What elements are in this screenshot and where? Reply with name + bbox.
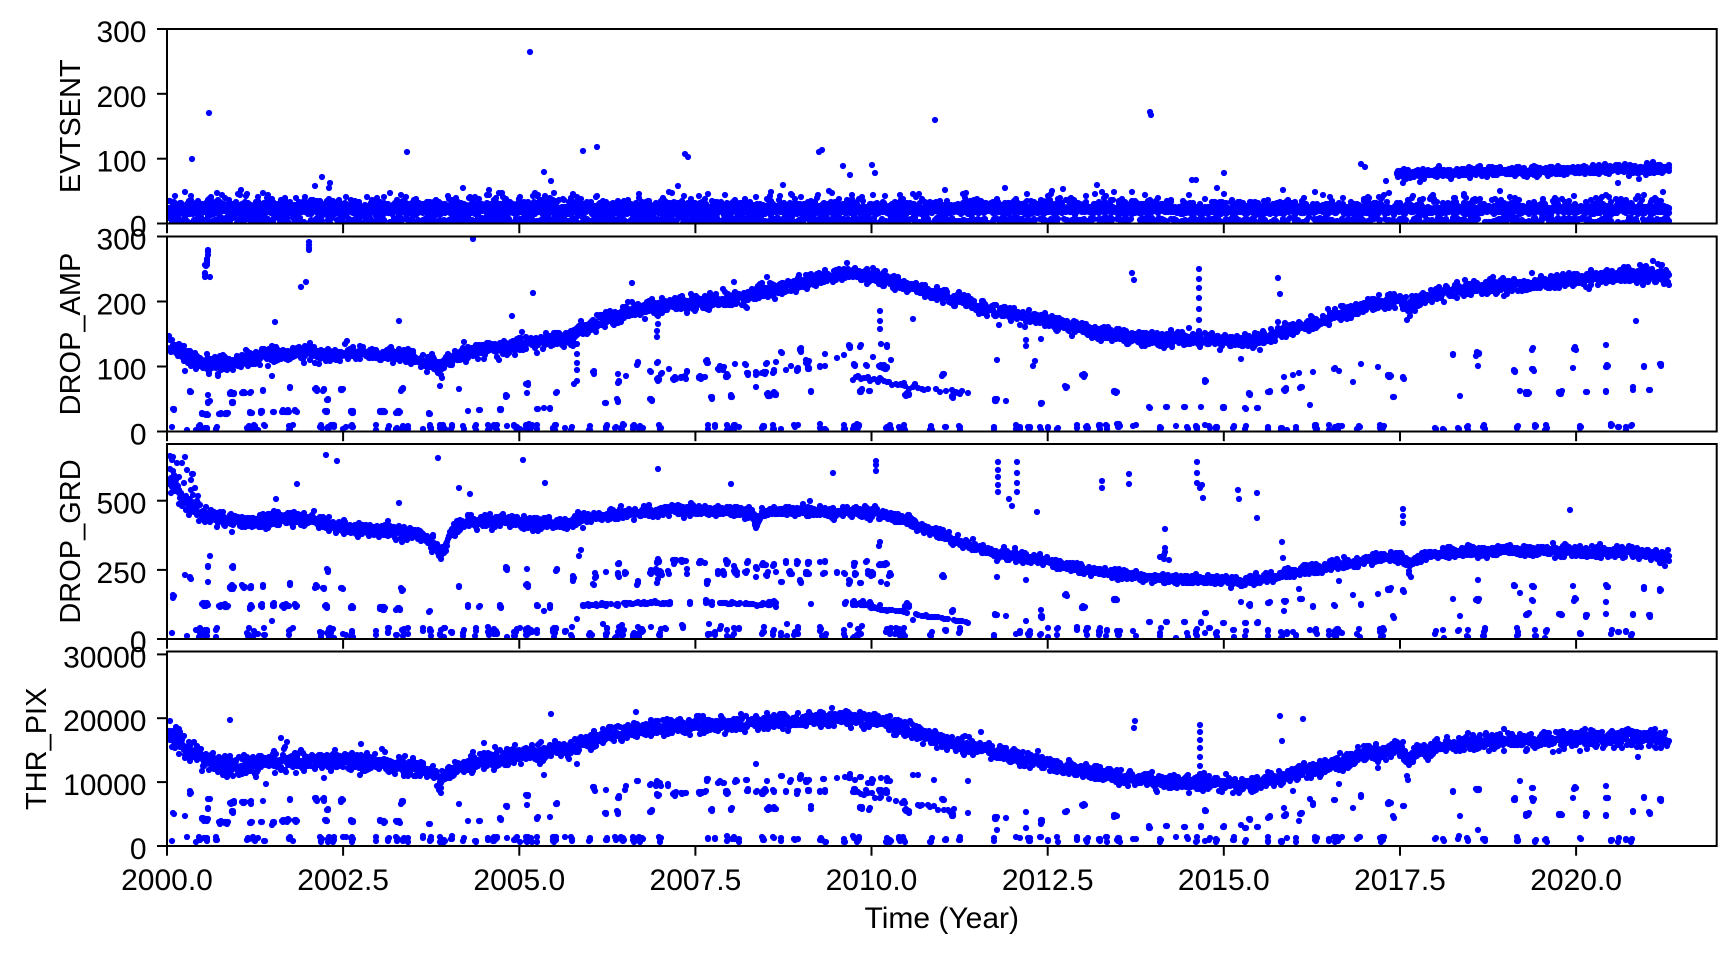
svg-text:250: 250: [96, 557, 146, 590]
svg-text:Time (Year): Time (Year): [865, 902, 1019, 935]
svg-text:2002.5: 2002.5: [297, 864, 389, 897]
svg-text:500: 500: [96, 488, 146, 521]
svg-text:0: 0: [130, 419, 147, 452]
svg-text:300: 300: [96, 224, 146, 257]
svg-text:100: 100: [96, 146, 146, 179]
svg-text:0: 0: [130, 626, 147, 659]
svg-text:2017.5: 2017.5: [1354, 864, 1446, 897]
svg-text:30000: 30000: [63, 641, 146, 674]
svg-text:2005.0: 2005.0: [473, 864, 565, 897]
svg-text:EVTSENT: EVTSENT: [55, 59, 87, 193]
svg-text:200: 200: [96, 289, 146, 322]
svg-text:0: 0: [130, 211, 147, 244]
svg-text:20000: 20000: [63, 705, 146, 738]
svg-text:DROP_AMP: DROP_AMP: [55, 253, 87, 416]
svg-text:200: 200: [96, 81, 146, 114]
svg-text:2020.0: 2020.0: [1530, 864, 1622, 897]
svg-text:100: 100: [96, 354, 146, 387]
svg-text:THR_PIX: THR_PIX: [21, 688, 53, 810]
svg-text:2015.0: 2015.0: [1178, 864, 1270, 897]
svg-text:2012.5: 2012.5: [1002, 864, 1094, 897]
svg-text:2007.5: 2007.5: [650, 864, 742, 897]
svg-text:0: 0: [130, 833, 147, 866]
svg-text:10000: 10000: [63, 769, 146, 802]
svg-text:300: 300: [96, 16, 146, 49]
svg-text:DROP_GRD: DROP_GRD: [55, 459, 87, 623]
svg-text:2000.0: 2000.0: [121, 864, 213, 897]
svg-text:2010.0: 2010.0: [826, 864, 918, 897]
